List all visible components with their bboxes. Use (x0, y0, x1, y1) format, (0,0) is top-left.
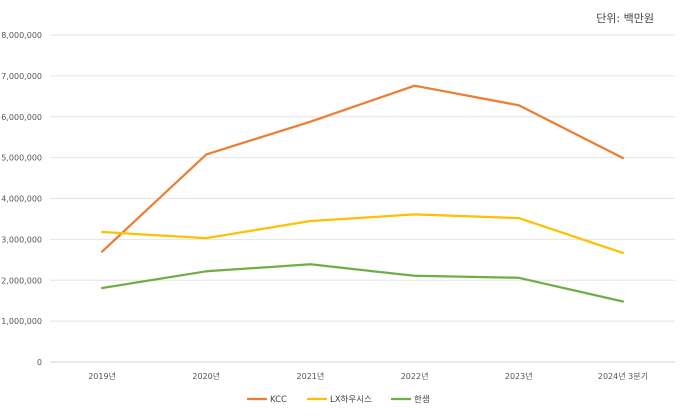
x-tick-label: 2024년 3분기 (598, 371, 648, 381)
x-axis-ticks: 2019년 2020년 2021년 2022년 2023년 2024년 3분기 (88, 371, 648, 381)
legend-label: LX하우시스 (330, 394, 372, 405)
x-tick-label: 2020년 (192, 371, 220, 381)
y-tick-label: 0 (37, 358, 42, 367)
legend-label: KCC (270, 395, 287, 405)
legend-label: 한샘 (414, 395, 430, 405)
y-tick-label: 3,000,000 (1, 235, 42, 244)
y-tick-label: 4,000,000 (1, 195, 42, 204)
series-line (100, 84, 625, 253)
series-line (100, 263, 625, 303)
y-tick-label: 6,000,000 (1, 113, 42, 122)
legend: KCC LX하우시스 한샘 (247, 394, 430, 405)
x-tick-label: 2021년 (297, 371, 325, 381)
y-tick-label: 1,000,000 (1, 317, 42, 326)
x-tick-label: 2023년 (505, 371, 533, 381)
series-line (100, 213, 625, 255)
x-tick-label: 2019년 (88, 371, 116, 381)
gridlines (50, 34, 675, 363)
x-tick-label: 2022년 (401, 371, 429, 381)
y-tick-label: 8,000,000 (1, 31, 42, 40)
unit-label: 단위: 백만원 (596, 12, 654, 25)
y-tick-label: 2,000,000 (1, 276, 42, 285)
y-tick-label: 7,000,000 (1, 72, 42, 81)
series-lines (100, 84, 625, 303)
y-tick-label: 5,000,000 (1, 154, 42, 163)
y-axis-ticks: 0 1,000,000 2,000,000 3,000,000 4,000,000 5,0… (1, 31, 42, 367)
